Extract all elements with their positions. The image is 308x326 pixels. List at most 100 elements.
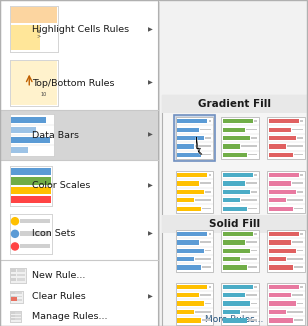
Bar (10, 166, 52, 206)
Bar (200, 241, 211, 243)
Bar (20, 219, 50, 223)
Bar (248, 319, 257, 321)
Bar (246, 128, 257, 130)
Text: More Rules...: More Rules... (205, 315, 264, 324)
Text: Color Scales: Color Scales (32, 182, 90, 190)
Bar (11, 177, 51, 185)
Bar (10, 60, 58, 106)
Bar (297, 250, 302, 251)
Bar (162, 95, 307, 326)
Bar (269, 240, 291, 244)
Bar (269, 265, 293, 270)
Bar (205, 191, 211, 193)
Bar (162, 215, 307, 233)
Bar (267, 171, 305, 213)
Bar (11, 25, 40, 50)
Bar (269, 144, 286, 149)
Bar (209, 120, 211, 122)
Bar (254, 120, 257, 122)
Bar (202, 266, 211, 268)
Bar (267, 117, 305, 159)
Bar (177, 293, 199, 297)
Bar (223, 285, 253, 289)
Circle shape (11, 218, 18, 225)
Bar (269, 302, 296, 306)
Text: ▶: ▶ (148, 294, 153, 299)
Bar (246, 241, 257, 243)
Bar (11, 299, 15, 301)
Bar (269, 318, 293, 323)
Bar (177, 240, 199, 244)
Bar (10, 214, 52, 254)
Bar (269, 249, 296, 253)
Bar (177, 310, 194, 314)
Bar (254, 174, 257, 176)
Bar (241, 145, 257, 147)
Bar (15, 299, 22, 301)
Bar (248, 208, 257, 209)
Bar (176, 171, 213, 213)
Bar (15, 315, 21, 317)
Text: Top/Bottom Rules: Top/Bottom Rules (32, 79, 114, 88)
Text: ▶: ▶ (148, 133, 153, 138)
Bar (269, 232, 299, 236)
Bar (223, 198, 240, 202)
Bar (11, 137, 51, 143)
Bar (195, 311, 211, 313)
Bar (11, 127, 36, 133)
Bar (221, 117, 259, 159)
Bar (10, 214, 52, 254)
Bar (176, 283, 213, 325)
Bar (267, 230, 305, 272)
Bar (223, 206, 247, 211)
Bar (292, 294, 302, 296)
Bar (246, 183, 257, 184)
Text: Highlight Cells Rules: Highlight Cells Rules (32, 25, 129, 34)
Bar (294, 319, 302, 321)
Bar (300, 233, 302, 235)
Bar (20, 244, 50, 248)
Bar (11, 295, 15, 298)
Bar (294, 208, 302, 209)
Bar (269, 127, 291, 132)
Bar (241, 199, 257, 201)
Bar (202, 154, 211, 156)
Bar (10, 114, 54, 156)
Bar (177, 173, 208, 177)
Bar (223, 310, 240, 314)
Bar (202, 208, 211, 209)
Bar (251, 303, 257, 304)
Bar (205, 137, 211, 139)
Bar (223, 257, 240, 261)
Bar (269, 119, 299, 124)
Bar (223, 232, 253, 236)
Bar (269, 136, 296, 140)
Circle shape (11, 230, 18, 237)
Text: ▶: ▶ (148, 231, 153, 236)
Bar (241, 311, 257, 313)
Text: ▶: ▶ (148, 81, 153, 86)
Bar (221, 171, 259, 213)
Bar (17, 278, 25, 281)
Bar (177, 257, 194, 261)
Bar (205, 250, 211, 251)
Polygon shape (197, 137, 202, 154)
Bar (221, 230, 259, 272)
Bar (200, 183, 211, 184)
Bar (15, 318, 21, 320)
Bar (223, 144, 240, 149)
Bar (195, 199, 211, 201)
Bar (177, 285, 208, 289)
Bar (195, 145, 211, 147)
Bar (287, 145, 302, 147)
Bar (195, 258, 211, 260)
Bar (10, 311, 22, 322)
Bar (176, 117, 213, 159)
Bar (11, 117, 46, 123)
Bar (177, 232, 208, 236)
Bar (177, 153, 201, 157)
Bar (209, 233, 211, 235)
Bar (177, 181, 199, 186)
Bar (164, 324, 308, 326)
Text: 10: 10 (41, 92, 47, 97)
